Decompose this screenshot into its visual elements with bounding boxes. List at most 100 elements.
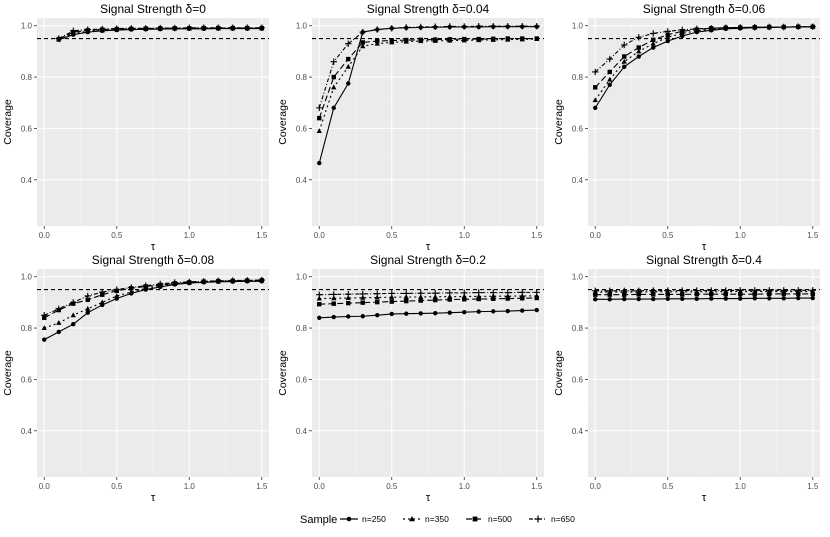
data-point	[781, 291, 786, 297]
data-point	[593, 297, 598, 302]
data-point	[751, 287, 758, 294]
facet-panel: Signal Strength δ=0.2 0.0 0.5 1.0 1.5 0.4 0.6 0…	[277, 253, 544, 504]
data-point	[505, 296, 510, 301]
data-point	[780, 23, 787, 31]
data-point	[723, 291, 728, 297]
x-tick-label: 1.0	[459, 231, 471, 240]
data-point	[389, 299, 394, 304]
y-tick-label: 0.6	[296, 124, 308, 133]
data-point	[404, 311, 409, 316]
data-point	[317, 301, 322, 307]
y-axis-label: Coverage	[553, 350, 565, 396]
data-point	[738, 291, 743, 297]
series-line	[318, 38, 537, 132]
data-point	[157, 280, 164, 288]
data-point	[665, 296, 670, 301]
data-point	[693, 25, 700, 32]
data-point	[810, 291, 815, 297]
data-point	[650, 30, 657, 37]
legend-marker	[534, 515, 542, 523]
x-tick-label: 1.5	[807, 231, 819, 240]
data-point	[766, 287, 773, 294]
data-point	[345, 40, 352, 47]
data-point	[128, 289, 134, 295]
data-point	[389, 294, 395, 300]
data-point	[738, 296, 743, 301]
data-point	[519, 289, 526, 296]
data-point	[622, 296, 627, 302]
legend-key-n500: n=500	[466, 514, 512, 524]
data-point	[186, 24, 193, 31]
data-point	[432, 23, 439, 30]
facet-panel: Signal Strength δ=0.08 0.0 0.5 1.0 1.5 0.4 0.6…	[2, 253, 269, 504]
data-point	[331, 84, 337, 90]
x-tick-label: 1.0	[184, 482, 196, 491]
data-point	[780, 287, 787, 294]
data-point	[331, 314, 336, 320]
data-point	[490, 23, 497, 30]
panel-title: Signal Strength δ=0.08	[92, 253, 215, 267]
data-point	[723, 296, 728, 301]
data-point	[593, 292, 598, 297]
data-point	[142, 25, 149, 32]
data-point	[491, 309, 496, 314]
data-point	[810, 295, 815, 301]
y-tick-label: 0.8	[296, 73, 308, 82]
series-line	[594, 26, 813, 88]
data-point	[375, 313, 380, 318]
data-point	[99, 299, 105, 305]
y-tick-label: 0.4	[572, 427, 584, 436]
x-tick-label: 0.0	[590, 231, 602, 240]
data-point	[708, 287, 715, 294]
data-point	[389, 311, 394, 317]
data-point	[447, 297, 452, 302]
series-line	[594, 26, 813, 73]
data-point	[722, 287, 729, 294]
data-point	[446, 289, 453, 297]
data-point	[665, 38, 670, 44]
data-point	[767, 291, 772, 297]
data-point	[737, 24, 744, 31]
data-point	[316, 295, 322, 301]
data-point	[593, 85, 598, 90]
data-point	[607, 76, 613, 82]
data-point	[114, 293, 120, 298]
series-n650	[592, 287, 816, 295]
data-point	[84, 292, 91, 300]
data-point	[85, 297, 90, 303]
data-point	[432, 289, 439, 297]
data-point	[476, 36, 481, 42]
data-point	[85, 310, 90, 315]
data-point	[200, 24, 207, 31]
data-point	[85, 305, 91, 311]
data-point	[388, 25, 395, 32]
data-point	[708, 25, 715, 32]
series-line	[319, 291, 537, 296]
data-point	[606, 287, 613, 295]
y-tick-label: 0.4	[296, 427, 308, 436]
data-point	[41, 325, 47, 331]
data-point	[462, 297, 467, 302]
y-tick-label: 0.8	[572, 73, 584, 82]
data-point	[809, 23, 816, 30]
x-axis-label: τ	[151, 241, 156, 253]
series-line	[319, 297, 537, 305]
data-point	[505, 36, 510, 41]
data-point	[56, 329, 61, 335]
data-point	[171, 24, 178, 32]
data-point	[592, 68, 599, 76]
data-point	[317, 160, 322, 166]
series-line	[318, 37, 537, 119]
data-point	[504, 289, 511, 296]
series-n250	[317, 307, 539, 320]
series-n650	[316, 23, 540, 112]
data-point	[476, 309, 481, 314]
y-tick-label: 1.0	[21, 22, 33, 31]
data-point	[84, 26, 91, 33]
data-point	[665, 292, 670, 297]
series-line	[319, 295, 537, 300]
data-point	[621, 41, 628, 49]
data-point	[607, 292, 612, 297]
y-axis-label: Coverage	[553, 99, 565, 145]
